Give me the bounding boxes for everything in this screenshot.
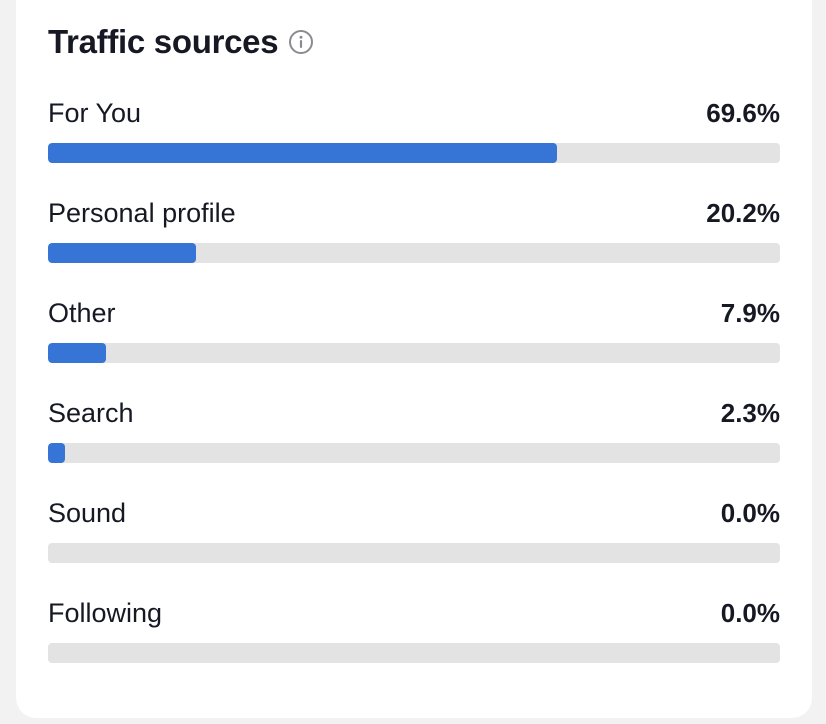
source-percentage: 69.6% <box>706 97 780 128</box>
traffic-source-row-following: Following 0.0% <box>48 592 780 692</box>
card-header: Traffic sources <box>48 18 314 66</box>
source-label: Search <box>48 397 134 428</box>
source-percentage: 20.2% <box>706 197 780 228</box>
source-percentage: 0.0% <box>720 597 780 628</box>
progress-track <box>48 543 780 563</box>
source-label: For You <box>48 97 142 128</box>
source-percentage: 7.9% <box>720 297 780 328</box>
info-icon[interactable] <box>288 29 314 55</box>
progress-fill <box>48 143 558 163</box>
source-label: Personal profile <box>48 197 236 228</box>
card-title: Traffic sources <box>48 23 279 60</box>
source-percentage: 2.3% <box>720 397 780 428</box>
progress-track <box>48 443 780 463</box>
traffic-source-row-for-you: For You 69.6% <box>48 92 780 192</box>
progress-track <box>48 243 780 263</box>
source-label: Other <box>48 297 116 328</box>
source-label: Sound <box>48 497 127 528</box>
progress-track <box>48 643 780 663</box>
traffic-source-row-other: Other 7.9% <box>48 292 780 392</box>
traffic-source-row-search: Search 2.3% <box>48 392 780 492</box>
progress-fill <box>48 243 196 263</box>
traffic-source-row-personal-profile: Personal profile 20.2% <box>48 192 780 292</box>
traffic-source-list: For You 69.6% Personal profile 20.2% Oth… <box>48 92 780 692</box>
progress-fill <box>48 343 106 363</box>
progress-fill <box>48 443 65 463</box>
progress-track <box>48 343 780 363</box>
traffic-source-row-sound: Sound 0.0% <box>48 492 780 592</box>
source-percentage: 0.0% <box>720 497 780 528</box>
progress-track <box>48 143 780 163</box>
source-label: Following <box>48 597 163 628</box>
